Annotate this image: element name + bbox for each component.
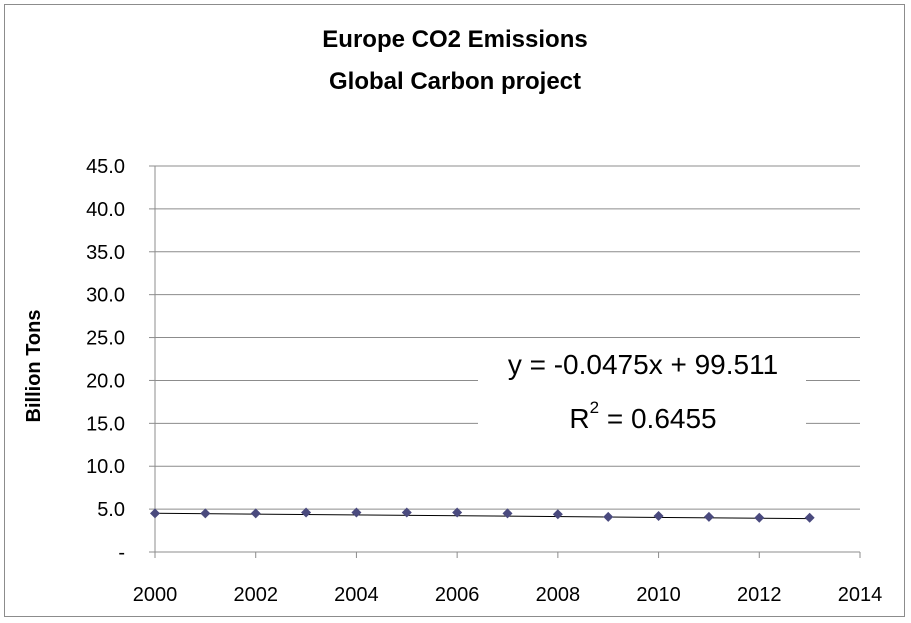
y-tick-label: 45.0: [86, 156, 125, 178]
data-point-marker: [200, 508, 211, 519]
x-tick-labels: 2000 2002 2004 2006 2008 2010 2012 2014: [133, 584, 883, 606]
data-point-marker: [351, 507, 362, 518]
y-tick-label: -: [118, 542, 125, 564]
y-tick-label: 15.0: [86, 413, 125, 435]
x-tick-label: 2012: [737, 584, 782, 606]
x-tick-label: 2000: [133, 584, 178, 606]
axes: [149, 165, 861, 558]
trendline-path: [154, 512, 810, 520]
data-point-marker: [804, 512, 815, 523]
r-squared-value: = 0.6455: [599, 403, 717, 434]
data-point-marker: [452, 507, 463, 518]
x-tick-label: 2010: [636, 584, 681, 606]
r-squared-label: R2 = 0.6455: [569, 398, 716, 434]
r-squared-prefix: R: [569, 403, 589, 434]
y-tick-label: 5.0: [97, 499, 125, 521]
trendline: [154, 512, 810, 520]
data-point-marker: [653, 510, 664, 521]
x-tick-label: 2002: [233, 584, 278, 606]
x-tick-label: 2004: [334, 584, 379, 606]
data-points: [150, 507, 815, 523]
y-tick-label: 25.0: [86, 328, 125, 350]
data-point-marker: [301, 507, 312, 518]
x-tick-label: 2014: [838, 584, 883, 606]
chart-title-line2: Global Carbon project: [329, 68, 581, 95]
data-point-marker: [502, 508, 513, 519]
gridlines: [155, 165, 860, 510]
y-tick-label: 10.0: [86, 456, 125, 478]
data-point-marker: [552, 509, 563, 520]
data-point-marker: [754, 512, 765, 523]
data-point-marker: [703, 511, 714, 522]
r-squared-exponent: 2: [590, 398, 599, 417]
y-tick-label: 40.0: [86, 199, 125, 221]
data-point-marker: [150, 508, 160, 519]
y-tick-label: 35.0: [86, 242, 125, 264]
trendline-equation: y = -0.0475x + 99.511: [508, 349, 778, 380]
x-tick-label: 2006: [435, 584, 480, 606]
y-axis-label: Billion Tons: [23, 310, 45, 423]
y-tick-label: 30.0: [86, 285, 125, 307]
data-point-marker: [401, 507, 412, 518]
data-point-marker: [603, 511, 614, 522]
y-tick-label: 20.0: [86, 370, 125, 392]
equation-box: [478, 345, 806, 443]
y-tick-labels: - 5.0 10.0 15.0 20.0 25.0 30.0 35.0 40.0 45.0: [86, 156, 125, 564]
x-tick-label: 2008: [536, 584, 581, 606]
chart-title-line1: Europe CO2 Emissions: [322, 26, 587, 53]
data-point-marker: [250, 508, 261, 519]
